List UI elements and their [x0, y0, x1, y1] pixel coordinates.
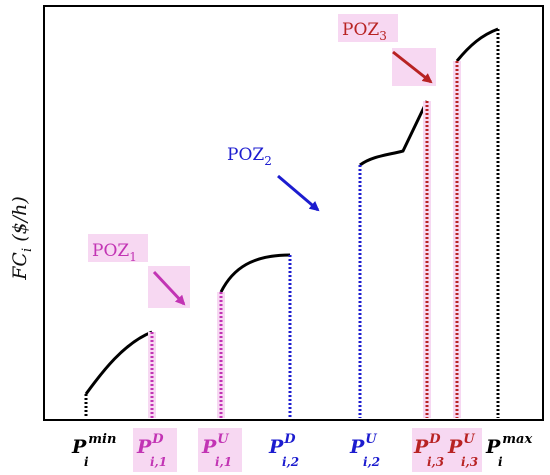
limit-line-highlight-pd3 [423, 101, 431, 418]
svg-text:i,2: i,2 [282, 455, 299, 469]
tick-label-pd1-highlight [133, 428, 177, 472]
svg-text:i: i [498, 455, 503, 469]
svg-text:PD: PD [268, 432, 296, 458]
cost-curve-segment-3 [359, 100, 429, 167]
svg-text:PD: PD [136, 432, 164, 458]
cost-curve-segment-4 [455, 27, 499, 62]
svg-text:PU: PU [201, 432, 229, 458]
svg-text:PU: PU [349, 432, 377, 458]
y-axis-label-unit: ($/h) [9, 196, 31, 248]
poz-3-label: POZ3 [342, 20, 387, 43]
svg-text:PU: PU [447, 432, 475, 458]
poz-2-label: POZ2 [227, 145, 272, 168]
tick-label-pu3: PU i,3 [447, 432, 478, 469]
svg-text:i,1: i,1 [215, 455, 232, 469]
poz-1-label: POZ1 [92, 241, 137, 264]
tick-label-pu1-highlight [198, 428, 242, 472]
svg-text:PD: PD [413, 432, 441, 458]
svg-text:i,2: i,2 [363, 455, 380, 469]
poz-1-arrow [152, 270, 186, 306]
cost-curve-segment-1 [84, 330, 153, 395]
poz-3-label-highlight [338, 14, 398, 42]
tick-label-pd2: PD i,2 [268, 432, 299, 469]
tick-label-pd3-highlight [412, 428, 446, 472]
cost-curve-segment-2 [219, 253, 291, 293]
poz-1-label-highlight [88, 234, 148, 262]
y-axis-label-main: FC [9, 252, 31, 281]
y-axis-label-sub: i [20, 248, 35, 252]
svg-text:i,1: i,1 [150, 455, 167, 469]
tick-label-pd3: PD i,3 [413, 432, 444, 469]
svg-text:i,3: i,3 [461, 455, 478, 469]
y-axis-label: FCi ($/h) [9, 196, 35, 281]
plot-frame [43, 5, 544, 421]
tick-label-pu2: PU i,2 [349, 432, 380, 469]
limit-line-highlight-pu3 [453, 61, 461, 418]
tick-label-pu1: PU i,1 [201, 432, 232, 469]
limit-line-highlight-pd1 [148, 332, 156, 418]
svg-text:i,3: i,3 [427, 455, 444, 469]
poz-3-arrow [392, 50, 433, 84]
tick-label-pd1: PD i,1 [136, 432, 167, 469]
svg-text:FCi ($/h): FCi ($/h) [9, 196, 35, 281]
svg-text:i: i [84, 455, 89, 469]
limit-line-highlight-pu1 [217, 292, 225, 418]
tick-label-pu3-highlight [446, 428, 482, 472]
poz-2-arrow [277, 174, 320, 212]
